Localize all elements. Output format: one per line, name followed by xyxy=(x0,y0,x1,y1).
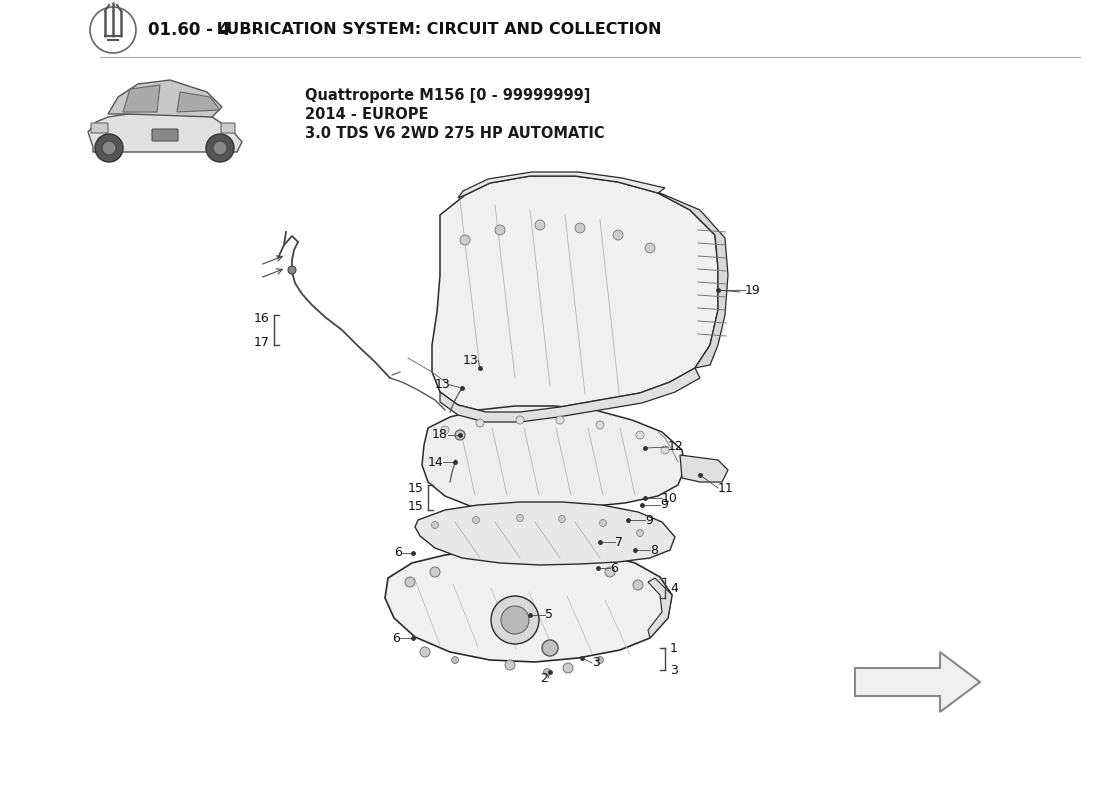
Circle shape xyxy=(102,141,116,155)
Circle shape xyxy=(637,530,644,537)
Circle shape xyxy=(288,266,296,274)
Text: 5: 5 xyxy=(544,609,553,622)
Circle shape xyxy=(613,230,623,240)
Text: 8: 8 xyxy=(650,543,658,557)
Circle shape xyxy=(451,657,459,663)
FancyBboxPatch shape xyxy=(152,129,178,141)
Text: 15: 15 xyxy=(408,501,424,514)
Circle shape xyxy=(95,134,123,162)
Polygon shape xyxy=(108,80,222,117)
Circle shape xyxy=(575,223,585,233)
Text: 18: 18 xyxy=(432,429,448,442)
Text: 13: 13 xyxy=(434,378,450,391)
Circle shape xyxy=(636,431,644,439)
Polygon shape xyxy=(123,85,160,112)
Text: 9: 9 xyxy=(645,514,653,526)
Text: 9: 9 xyxy=(660,498,668,511)
Text: Quattroporte M156 [0 - 99999999]: Quattroporte M156 [0 - 99999999] xyxy=(305,88,591,103)
Circle shape xyxy=(596,421,604,429)
Text: 14: 14 xyxy=(427,455,443,469)
Text: 16: 16 xyxy=(254,311,270,325)
Text: 4: 4 xyxy=(670,582,678,594)
Text: 10: 10 xyxy=(662,491,678,505)
Text: 19: 19 xyxy=(745,283,761,297)
Circle shape xyxy=(559,515,565,522)
Circle shape xyxy=(605,567,615,577)
Text: 11: 11 xyxy=(718,482,734,494)
Text: 2014 - EUROPE: 2014 - EUROPE xyxy=(305,107,429,122)
Text: 13: 13 xyxy=(462,354,478,366)
Text: 7: 7 xyxy=(615,535,623,549)
Circle shape xyxy=(455,430,465,440)
Circle shape xyxy=(431,522,439,529)
Polygon shape xyxy=(177,92,220,112)
Polygon shape xyxy=(88,110,242,152)
Text: 3: 3 xyxy=(592,657,600,670)
Circle shape xyxy=(661,446,669,454)
Polygon shape xyxy=(432,176,718,412)
Circle shape xyxy=(420,647,430,657)
Text: LUBRICATION SYSTEM: CIRCUIT AND COLLECTION: LUBRICATION SYSTEM: CIRCUIT AND COLLECTI… xyxy=(211,22,661,38)
Circle shape xyxy=(543,669,550,675)
FancyBboxPatch shape xyxy=(91,123,108,133)
Circle shape xyxy=(500,606,529,634)
Circle shape xyxy=(505,660,515,670)
FancyBboxPatch shape xyxy=(221,123,235,133)
Polygon shape xyxy=(648,578,672,638)
Text: 6: 6 xyxy=(394,546,402,559)
Circle shape xyxy=(516,416,524,424)
Circle shape xyxy=(632,580,644,590)
Circle shape xyxy=(556,416,564,424)
Circle shape xyxy=(213,141,227,155)
Polygon shape xyxy=(440,368,700,422)
Text: 1: 1 xyxy=(670,642,678,654)
Polygon shape xyxy=(415,502,675,565)
Circle shape xyxy=(645,243,654,253)
Text: 2: 2 xyxy=(540,671,548,685)
Text: 3: 3 xyxy=(670,663,678,677)
Circle shape xyxy=(491,596,539,644)
Circle shape xyxy=(600,519,606,526)
Circle shape xyxy=(206,134,234,162)
Circle shape xyxy=(535,220,544,230)
Circle shape xyxy=(441,426,449,434)
Circle shape xyxy=(405,577,415,587)
Circle shape xyxy=(473,517,480,523)
Text: 6: 6 xyxy=(392,631,400,645)
Text: 6: 6 xyxy=(610,562,618,574)
Circle shape xyxy=(430,567,440,577)
Circle shape xyxy=(495,225,505,235)
Circle shape xyxy=(596,657,604,663)
Text: 3.0 TDS V6 2WD 275 HP AUTOMATIC: 3.0 TDS V6 2WD 275 HP AUTOMATIC xyxy=(305,126,605,141)
Polygon shape xyxy=(680,455,728,482)
Text: 17: 17 xyxy=(254,335,270,349)
Polygon shape xyxy=(385,548,672,662)
Polygon shape xyxy=(422,406,685,510)
Circle shape xyxy=(542,640,558,656)
Circle shape xyxy=(517,514,524,522)
Polygon shape xyxy=(458,172,666,198)
Text: 01.60 - 4: 01.60 - 4 xyxy=(148,21,230,39)
Circle shape xyxy=(460,235,470,245)
Circle shape xyxy=(476,419,484,427)
Circle shape xyxy=(563,663,573,673)
Text: 15: 15 xyxy=(408,482,424,494)
Polygon shape xyxy=(855,652,980,712)
Text: 12: 12 xyxy=(668,441,684,454)
Polygon shape xyxy=(658,193,728,368)
